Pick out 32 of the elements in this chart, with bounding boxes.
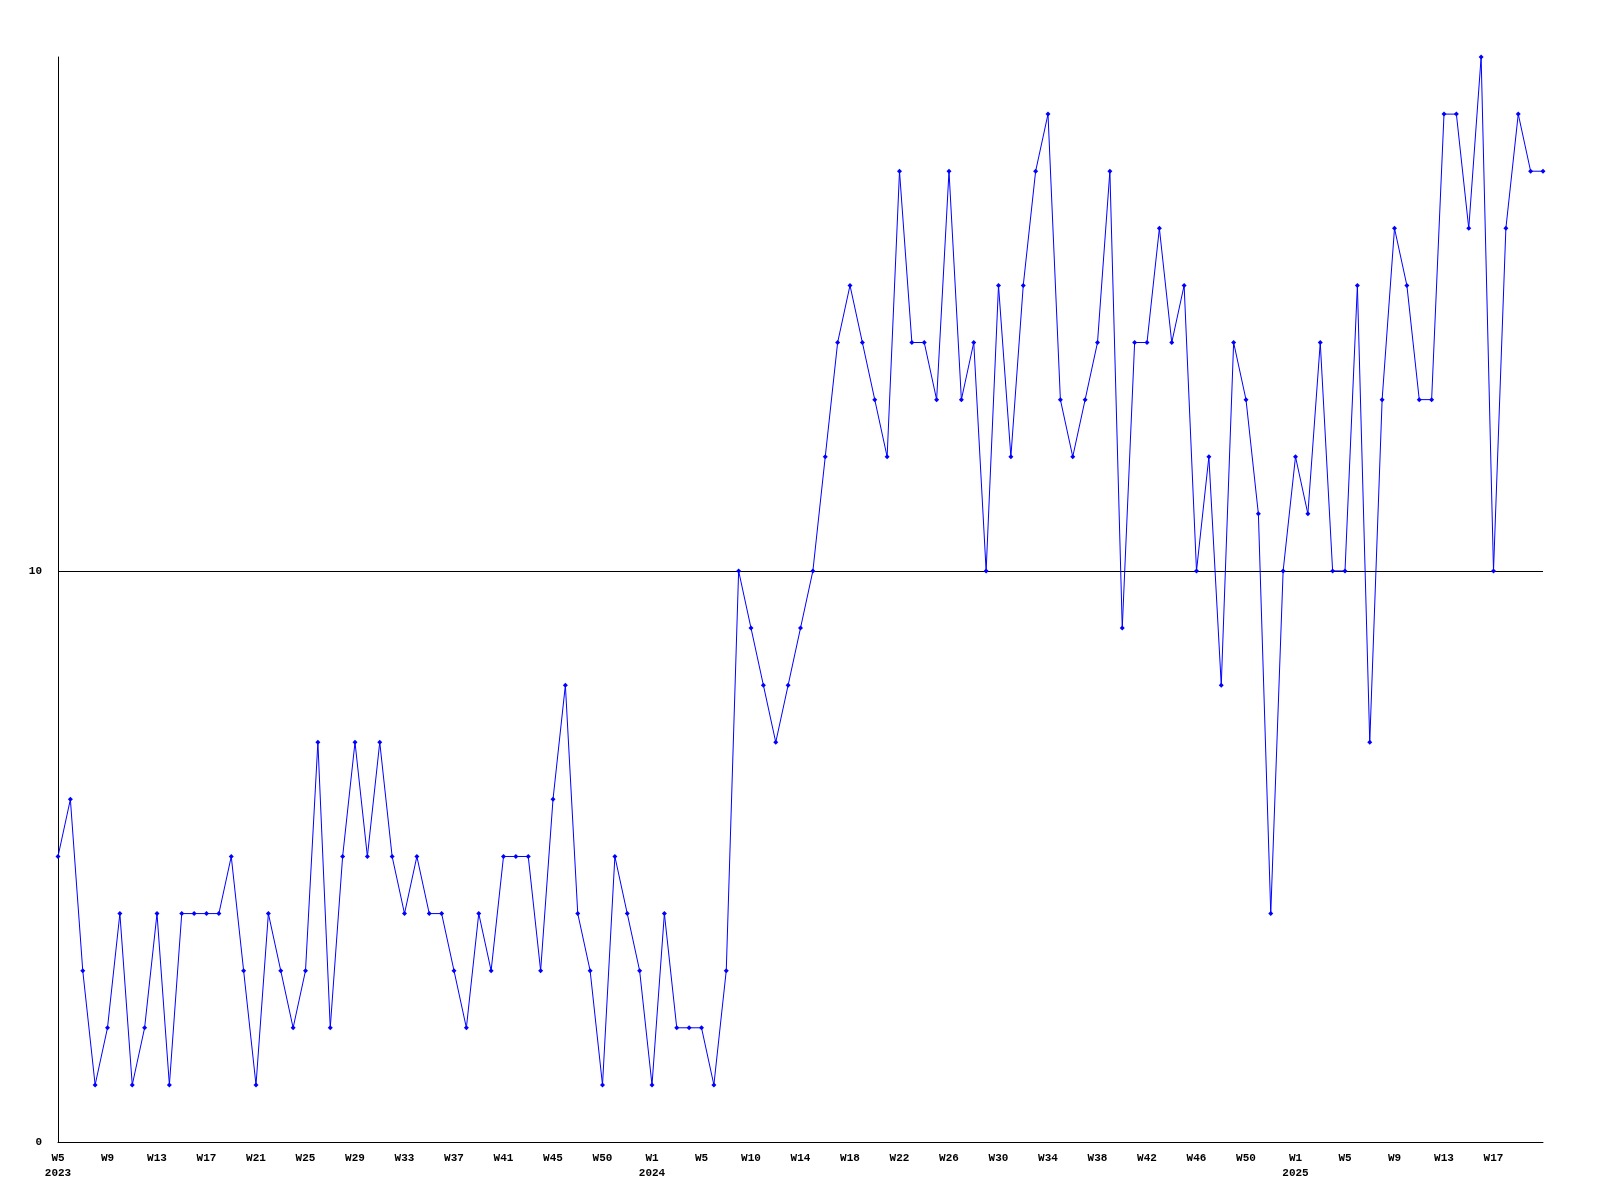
x-tick-label: W33 <box>394 1151 415 1164</box>
x-tick-label: W9 <box>1387 1151 1402 1164</box>
x-tick-label: W42 <box>1137 1151 1157 1164</box>
x-tick-label: W46 <box>1186 1151 1207 1164</box>
x-tick-label: W34 <box>1038 1151 1059 1164</box>
x-tick-label: W10 <box>741 1151 761 1164</box>
x-tick-label: W1 2025 <box>1282 1151 1310 1179</box>
x-tick-label: W26 <box>939 1151 959 1164</box>
x-tick-label: W41 <box>493 1151 514 1164</box>
x-tick-label: W5 2023 <box>44 1151 72 1179</box>
y-tick-label: 10 <box>28 564 42 577</box>
x-tick-label: W13 <box>1434 1151 1455 1164</box>
x-tick-label: W29 <box>345 1151 365 1164</box>
x-tick-label: W50 <box>592 1151 613 1164</box>
x-tick-label: W21 <box>246 1151 267 1164</box>
x-tick-label: W37 <box>444 1151 464 1164</box>
x-tick-label: W45 <box>543 1151 564 1164</box>
x-tick-label: W5 <box>1338 1151 1352 1164</box>
x-tick-label: W17 <box>196 1151 217 1164</box>
x-tick-label: W9 <box>100 1151 115 1164</box>
x-tick-label: W13 <box>147 1151 168 1164</box>
x-tick-label: W14 <box>790 1151 811 1164</box>
x-tick-label: W17 <box>1483 1151 1504 1164</box>
x-tick-label: W38 <box>1087 1151 1108 1164</box>
x-tick-label: W5 <box>694 1151 709 1164</box>
x-tick-label: W30 <box>988 1151 1009 1164</box>
x-tick-label: W1 2024 <box>638 1151 666 1179</box>
x-tick-label: W25 <box>295 1151 316 1164</box>
x-tick-label: W22 <box>889 1151 910 1164</box>
y-tick-label: 0 <box>35 1136 42 1148</box>
x-tick-label: W18 <box>840 1151 861 1164</box>
x-tick-label: W50 <box>1236 1151 1256 1164</box>
